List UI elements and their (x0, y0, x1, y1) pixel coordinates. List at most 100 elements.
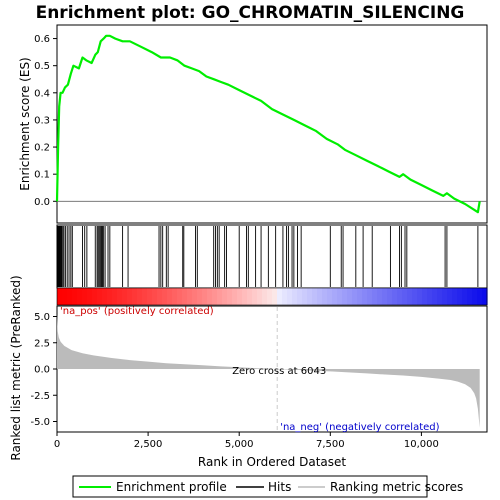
heatmap-cell (227, 288, 233, 305)
heatmap-cell (137, 288, 143, 305)
heatmap-cell (297, 288, 303, 305)
heatmap-cell (167, 288, 173, 305)
es-y-tick-label: 0.6 (34, 34, 50, 45)
heatmap-cell (237, 288, 243, 305)
metric-y-tick-label: -2.5 (30, 391, 50, 402)
heatmap-cell (327, 288, 333, 305)
metric-y-axis: 5.0 2.5 0.0 -2.5 -5.0 (30, 312, 57, 428)
heatmap-cell (82, 288, 88, 305)
es-y-tick-label: 0.1 (34, 170, 50, 181)
heatmap-cell (442, 288, 448, 305)
pos-correlated-label: 'na_pos' (positively correlated) (60, 306, 214, 317)
legend-label-enrichment: Enrichment profile (116, 480, 227, 494)
heatmap-cell (342, 288, 348, 305)
heatmap-cell (92, 288, 98, 305)
legend-label-metric: Ranking metric scores (330, 480, 463, 494)
heatmap-cell (132, 288, 138, 305)
heatmap-cell (197, 288, 203, 305)
x-tick-label: 5,000 (225, 439, 254, 450)
metric-fill-group (57, 314, 480, 428)
heatmap-cell (367, 288, 373, 305)
heatmap-cell (187, 288, 193, 305)
es-line (55, 34, 481, 214)
metric-y-axis-label: Ranked list metric (PreRanked) (9, 275, 23, 460)
heatmap-cell (432, 288, 438, 305)
heatmap-cell (427, 288, 433, 305)
hits-panel (56, 224, 488, 289)
heatmap-cell (462, 288, 468, 305)
heatmap-cell (287, 288, 293, 305)
heatmap-cell (212, 288, 218, 305)
heatmap-cell (312, 288, 318, 305)
es-y-tick-label: 0.4 (34, 88, 50, 99)
es-panel: 0.0 0.1 0.2 0.3 0.4 0.5 0.6 (34, 24, 488, 224)
heatmap-cell (257, 288, 263, 305)
heatmap-cell (422, 288, 428, 305)
heatmap-cell (322, 288, 328, 305)
heatmap-cell (437, 288, 443, 305)
legend-label-hits: Hits (268, 480, 291, 494)
heatmap-cell (467, 288, 473, 305)
heatmap-cell (337, 288, 343, 305)
heatmap-cell (177, 288, 183, 305)
heatmap-cell (147, 288, 153, 305)
heatmap-cell (307, 288, 313, 305)
rank-heatmap-bar (56, 287, 488, 306)
heatmap-cell (202, 288, 208, 305)
heatmap-cell (112, 288, 118, 305)
heatmap-cell (67, 288, 73, 305)
heatmap-cell (272, 288, 278, 305)
heatmap-cell (447, 288, 453, 305)
heatmap-cell (252, 288, 258, 305)
heatmap-cell (222, 288, 228, 305)
heatmap-cell (402, 288, 408, 305)
heatmap-cell (382, 288, 388, 305)
heatmap-cell (452, 288, 458, 305)
heatmap-cell (372, 288, 378, 305)
heatmap-cell (282, 288, 288, 305)
heatmap-cell (157, 288, 163, 305)
heatmap-cell (192, 288, 198, 305)
heatmap-cell (412, 288, 418, 305)
heatmap-cell (277, 288, 283, 305)
heatmap-cell (317, 288, 323, 305)
metric-y-tick-label: 0.0 (34, 365, 50, 376)
heatmap-cell (302, 288, 308, 305)
heatmap-cell (62, 288, 68, 305)
heatmap-cell (472, 288, 478, 305)
heatmap-cell (172, 288, 178, 305)
heatmap-cell (182, 288, 188, 305)
x-axis: 0 2,500 5,000 7,500 10,000 (54, 432, 439, 450)
metric-panel: 5.0 2.5 0.0 -2.5 -5.0 'na_pos' (positively c… (30, 305, 488, 433)
heatmap-cell (127, 288, 133, 305)
heatmap-cell (207, 288, 213, 305)
heatmap-cell (162, 288, 168, 305)
heatmap-cell (97, 288, 103, 305)
heatmap-cell (377, 288, 383, 305)
es-y-axis: 0.0 0.1 0.2 0.3 0.4 0.5 0.6 (34, 34, 57, 208)
heatmap-frame (56, 287, 488, 306)
heatmap-cell (242, 288, 248, 305)
heatmap-cell (117, 288, 123, 305)
heatmap-cell (267, 288, 273, 305)
x-tick-label: 0 (54, 439, 60, 450)
heatmap-cell (72, 288, 78, 305)
heatmap-cell (357, 288, 363, 305)
heatmap-cell (352, 288, 358, 305)
heatmap-cell (152, 288, 158, 305)
hits-frame (56, 224, 488, 289)
chart-title: Enrichment plot: GO_CHROMATIN_SILENCING (36, 3, 465, 23)
heatmap-cell (387, 288, 393, 305)
heatmap-cell (142, 288, 148, 305)
es-y-tick-label: 0.5 (34, 61, 50, 72)
zero-cross-label: Zero cross at 6043 (232, 366, 326, 377)
heatmap-cell (347, 288, 353, 305)
es-y-tick-label: 0.0 (34, 197, 50, 208)
metric-y-tick-label: 2.5 (34, 338, 50, 349)
metric-y-tick-label: 5.0 (34, 312, 50, 323)
heatmap-cell (417, 288, 423, 305)
es-plot-frame (56, 24, 488, 224)
heatmap-cell (232, 288, 238, 305)
heatmap-cell (332, 288, 338, 305)
